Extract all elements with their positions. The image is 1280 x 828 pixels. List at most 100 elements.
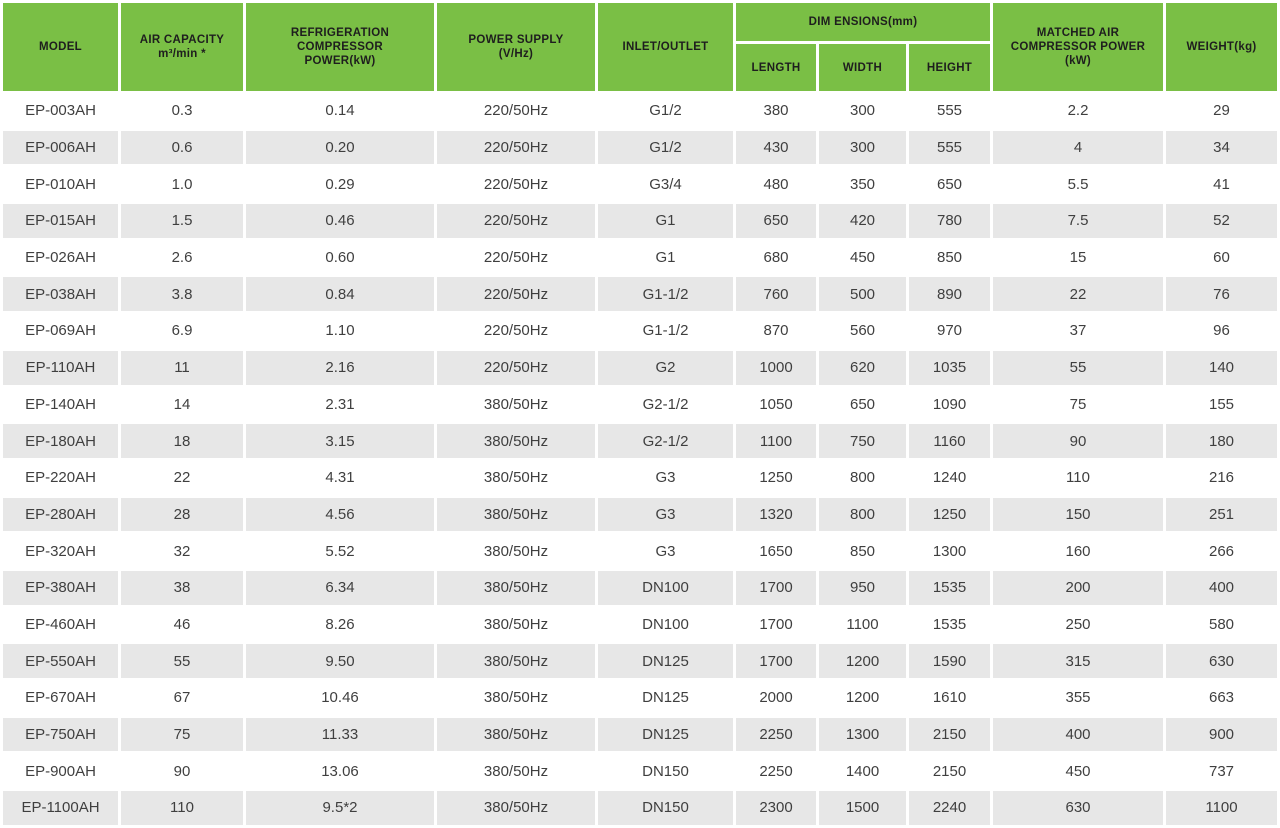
table-row: EP-180AH 18 3.15 380/50Hz G2-1/2 1100 750 1160 9… <box>3 424 1277 458</box>
cell-model: EP-550AH <box>3 644 118 678</box>
cell-weight: 663 <box>1166 681 1277 715</box>
cell-height: 1090 <box>909 387 990 422</box>
cell-matched-air-compressor-power: 315 <box>993 644 1163 678</box>
cell-power-supply: 380/50Hz <box>437 424 595 458</box>
cell-inlet-outlet: G1-1/2 <box>598 277 733 312</box>
cell-weight: 155 <box>1166 387 1277 422</box>
cell-power-supply: 380/50Hz <box>437 497 595 532</box>
cell-model: EP-180AH <box>3 424 118 458</box>
cell-width: 1300 <box>819 717 906 752</box>
cell-air-capacity: 2.6 <box>121 240 243 275</box>
cell-height: 1300 <box>909 534 990 568</box>
cell-model: EP-010AH <box>3 167 118 202</box>
cell-air-capacity: 18 <box>121 424 243 458</box>
cell-air-capacity: 32 <box>121 534 243 568</box>
cell-matched-air-compressor-power: 450 <box>993 754 1163 789</box>
cell-weight: 52 <box>1166 204 1277 238</box>
cell-matched-air-compressor-power: 150 <box>993 497 1163 532</box>
cell-air-capacity: 90 <box>121 754 243 789</box>
cell-height: 1035 <box>909 350 990 385</box>
cell-height: 1240 <box>909 460 990 495</box>
table-row: EP-110AH 11 2.16 220/50Hz G2 1000 620 1035 55 140 <box>3 350 1277 385</box>
cell-air-capacity: 1.0 <box>121 167 243 202</box>
refrigeration-line1: REFRIGERATION <box>290 27 390 39</box>
col-header-weight: WEIGHT(kg) <box>1166 3 1277 91</box>
cell-matched-air-compressor-power: 400 <box>993 717 1163 752</box>
cell-length: 1050 <box>736 387 816 422</box>
cell-inlet-outlet: G1 <box>598 240 733 275</box>
power-supply-line2: (V/Hz) <box>498 48 534 60</box>
cell-refrigeration-compressor-power: 5.52 <box>246 534 434 568</box>
cell-refrigeration-compressor-power: 0.46 <box>246 204 434 238</box>
cell-refrigeration-compressor-power: 0.84 <box>246 277 434 312</box>
cell-power-supply: 380/50Hz <box>437 460 595 495</box>
cell-width: 750 <box>819 424 906 458</box>
cell-length: 1700 <box>736 570 816 605</box>
air-capacity-line1: AIR CAPACITY <box>139 34 225 46</box>
cell-length: 1700 <box>736 607 816 642</box>
cell-power-supply: 220/50Hz <box>437 314 595 348</box>
cell-inlet-outlet: DN150 <box>598 791 733 825</box>
cell-width: 620 <box>819 350 906 385</box>
cell-air-capacity: 75 <box>121 717 243 752</box>
cell-refrigeration-compressor-power: 2.31 <box>246 387 434 422</box>
cell-height: 555 <box>909 130 990 165</box>
refrigeration-line3: POWER(kW) <box>304 55 376 67</box>
cell-air-capacity: 38 <box>121 570 243 605</box>
cell-power-supply: 380/50Hz <box>437 534 595 568</box>
col-header-matched-air-compressor-power: MATCHED AIR COMPRESSOR POWER (kW) <box>993 3 1163 91</box>
table-row: EP-006AH 0.6 0.20 220/50Hz G1/2 430 300 555 4 34 <box>3 130 1277 165</box>
cell-height: 1250 <box>909 497 990 532</box>
cell-refrigeration-compressor-power: 3.15 <box>246 424 434 458</box>
col-header-length: LENGTH <box>736 44 816 91</box>
cell-matched-air-compressor-power: 160 <box>993 534 1163 568</box>
col-header-height: HEIGHT <box>909 44 990 91</box>
table-row: EP-550AH 55 9.50 380/50Hz DN125 1700 1200 1590 3… <box>3 644 1277 678</box>
cell-inlet-outlet: G2-1/2 <box>598 424 733 458</box>
cell-model: EP-460AH <box>3 607 118 642</box>
power-supply-line1: POWER SUPPLY <box>468 34 564 46</box>
cell-length: 2250 <box>736 754 816 789</box>
col-header-power-supply: POWER SUPPLY (V/Hz) <box>437 3 595 91</box>
table-row: EP-1100AH 110 9.5*2 380/50Hz DN150 2300 1500 22… <box>3 791 1277 825</box>
cell-inlet-outlet: DN150 <box>598 754 733 789</box>
cell-width: 500 <box>819 277 906 312</box>
cell-matched-air-compressor-power: 75 <box>993 387 1163 422</box>
cell-inlet-outlet: G2 <box>598 350 733 385</box>
cell-height: 780 <box>909 204 990 238</box>
cell-inlet-outlet: G2-1/2 <box>598 387 733 422</box>
cell-model: EP-380AH <box>3 570 118 605</box>
table-row: EP-026AH 2.6 0.60 220/50Hz G1 680 450 850 15 60 <box>3 240 1277 275</box>
cell-weight: 76 <box>1166 277 1277 312</box>
cell-refrigeration-compressor-power: 11.33 <box>246 717 434 752</box>
cell-weight: 900 <box>1166 717 1277 752</box>
cell-width: 1200 <box>819 644 906 678</box>
cell-refrigeration-compressor-power: 6.34 <box>246 570 434 605</box>
cell-power-supply: 220/50Hz <box>437 94 595 128</box>
cell-refrigeration-compressor-power: 0.14 <box>246 94 434 128</box>
cell-weight: 180 <box>1166 424 1277 458</box>
cell-matched-air-compressor-power: 2.2 <box>993 94 1163 128</box>
cell-length: 760 <box>736 277 816 312</box>
cell-inlet-outlet: G1/2 <box>598 94 733 128</box>
cell-model: EP-003AH <box>3 94 118 128</box>
cell-power-supply: 380/50Hz <box>437 607 595 642</box>
cell-power-supply: 380/50Hz <box>437 754 595 789</box>
cell-weight: 41 <box>1166 167 1277 202</box>
cell-matched-air-compressor-power: 200 <box>993 570 1163 605</box>
col-header-inlet-outlet: INLET/OUTLET <box>598 3 733 91</box>
cell-matched-air-compressor-power: 250 <box>993 607 1163 642</box>
matched-line1: MATCHED AIR <box>1036 27 1120 39</box>
cell-width: 1500 <box>819 791 906 825</box>
cell-length: 1100 <box>736 424 816 458</box>
cell-air-capacity: 1.5 <box>121 204 243 238</box>
table-header: MODEL AIR CAPACITY m³/min * REFRIGERATIO… <box>3 3 1277 91</box>
cell-power-supply: 220/50Hz <box>437 350 595 385</box>
cell-weight: 29 <box>1166 94 1277 128</box>
cell-height: 2240 <box>909 791 990 825</box>
cell-air-capacity: 110 <box>121 791 243 825</box>
cell-width: 420 <box>819 204 906 238</box>
cell-weight: 1100 <box>1166 791 1277 825</box>
cell-weight: 251 <box>1166 497 1277 532</box>
table-row: EP-670AH 67 10.46 380/50Hz DN125 2000 1200 1610… <box>3 681 1277 715</box>
